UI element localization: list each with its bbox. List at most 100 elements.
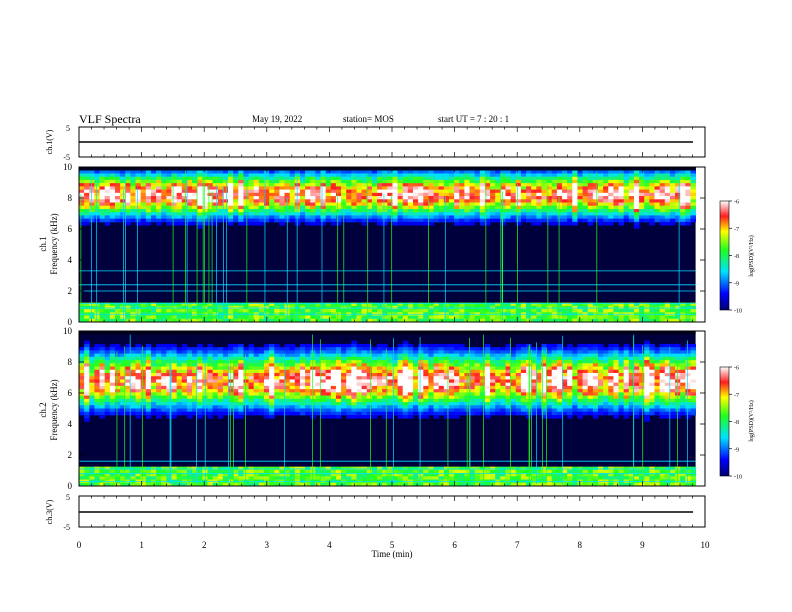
spectrogram-cell bbox=[433, 379, 440, 384]
spectrogram-cell bbox=[135, 215, 142, 220]
spectrogram-cell bbox=[243, 382, 249, 387]
spectrogram-cell bbox=[413, 363, 419, 367]
spectrogram-cell bbox=[685, 199, 691, 203]
spectrogram-cell bbox=[418, 176, 424, 181]
spectrogram-cell bbox=[608, 363, 614, 367]
spectrogram-cell bbox=[382, 309, 388, 313]
spectrogram-cell bbox=[258, 389, 265, 393]
spectrogram-cell bbox=[315, 173, 321, 178]
spectrogram-cell bbox=[382, 376, 388, 380]
spectrogram-cell bbox=[654, 382, 661, 387]
spectrogram-cell bbox=[664, 379, 671, 384]
spectrogram-cell bbox=[125, 192, 131, 197]
spectrogram-cell bbox=[320, 398, 327, 403]
spectrogram-cell bbox=[253, 189, 260, 194]
spectrogram-cell bbox=[407, 199, 414, 203]
spectrogram-cell bbox=[145, 315, 152, 320]
spectrogram-cell bbox=[299, 398, 306, 403]
spectrogram-cell bbox=[490, 369, 496, 374]
spectrogram-cell bbox=[531, 196, 537, 200]
spectrogram-cell bbox=[628, 202, 635, 207]
spectrogram-cell bbox=[263, 389, 270, 393]
spectrogram-cell bbox=[366, 215, 373, 220]
spectrogram-cell bbox=[484, 353, 491, 358]
spectrogram-cell bbox=[407, 309, 414, 313]
spectrogram-cell bbox=[233, 212, 239, 216]
spectrogram-cell bbox=[382, 363, 388, 367]
spectrogram-cell bbox=[243, 202, 249, 207]
spectrogram-cell bbox=[366, 309, 373, 313]
spectrogram-cell bbox=[649, 215, 655, 220]
spectrogram-cell bbox=[402, 183, 409, 187]
spectrogram-cell bbox=[469, 215, 476, 220]
spectrogram-cell bbox=[618, 186, 625, 191]
spectrogram-cell bbox=[490, 353, 496, 358]
spectrogram-cell bbox=[397, 385, 404, 390]
spectrogram-cell bbox=[217, 385, 224, 390]
spectrogram-cell bbox=[192, 170, 198, 174]
spectrogram-cell bbox=[156, 363, 162, 367]
spectrogram-cell bbox=[664, 202, 671, 207]
spectrogram-cell bbox=[243, 363, 249, 367]
spectrogram-cell bbox=[202, 353, 208, 358]
spectrogram-cell bbox=[305, 353, 311, 358]
spectrogram-cell bbox=[556, 318, 563, 323]
colorbar-1-ticks: -6-7-8-9-10 bbox=[729, 200, 742, 315]
spectrogram-cell bbox=[664, 186, 671, 191]
y-tick-label: 6 bbox=[68, 224, 73, 234]
spectrogram-cell bbox=[680, 192, 686, 197]
spectrogram-cell bbox=[197, 379, 203, 384]
spectrogram-cell bbox=[145, 366, 152, 371]
spectrogram-cell bbox=[659, 179, 666, 184]
spectrogram-cell bbox=[531, 318, 537, 323]
spectrogram-cell bbox=[217, 379, 224, 384]
spectrogram-cell bbox=[222, 398, 229, 403]
spectrogram-cell bbox=[248, 366, 255, 371]
spectrogram-cell bbox=[258, 176, 265, 181]
spectrogram-cell bbox=[228, 395, 234, 400]
spectrogram-cell bbox=[443, 369, 450, 374]
spectrogram-cell bbox=[387, 369, 393, 374]
spectrogram-cell bbox=[325, 315, 332, 320]
spectrogram-cell bbox=[418, 366, 424, 371]
spectrogram-cell bbox=[228, 392, 234, 396]
spectrogram-cell bbox=[202, 221, 208, 226]
spectrogram-cell bbox=[325, 173, 332, 178]
spectrogram-cell bbox=[505, 186, 512, 191]
spectrogram-cell bbox=[299, 343, 306, 348]
spectrogram-cell bbox=[433, 382, 440, 387]
spectrogram-cell bbox=[130, 353, 136, 358]
spectrogram-cell bbox=[623, 379, 630, 384]
spectrogram-cell bbox=[145, 353, 152, 358]
spectrogram-cell bbox=[197, 215, 203, 220]
spectrogram-cell bbox=[459, 369, 465, 374]
spectrogram-cell bbox=[407, 315, 414, 320]
spectrogram-cell bbox=[438, 189, 445, 194]
spectrogram-cell bbox=[685, 179, 691, 184]
spectrogram-cell bbox=[669, 369, 676, 374]
spectrogram-cell bbox=[274, 382, 280, 387]
spectrogram-cell bbox=[382, 196, 388, 200]
spectrogram-cell bbox=[443, 189, 450, 194]
ch2-spectrogram-image bbox=[79, 331, 697, 487]
spectrogram-cell bbox=[207, 309, 213, 313]
spectrogram-cell bbox=[243, 199, 249, 203]
spectrogram-cell bbox=[166, 379, 172, 384]
spectrogram-cell bbox=[305, 395, 311, 400]
spectrogram-cell bbox=[120, 376, 126, 380]
spectrogram-cell bbox=[284, 372, 291, 377]
spectrogram-cell bbox=[305, 369, 311, 374]
spectrogram-cell bbox=[592, 302, 599, 307]
spectrogram-cell bbox=[633, 309, 640, 313]
spectrogram-cell bbox=[150, 189, 157, 194]
spectrogram-cell bbox=[474, 366, 481, 371]
spectrogram-cell bbox=[351, 309, 357, 313]
spectrogram-cell bbox=[104, 192, 111, 197]
spectrogram-cell bbox=[690, 218, 697, 223]
spectrogram-cell bbox=[464, 353, 470, 358]
spectrogram-cell bbox=[335, 196, 342, 200]
spectrogram-cell bbox=[680, 385, 686, 390]
spectrogram-cell bbox=[654, 205, 661, 210]
spectrogram-cell bbox=[459, 205, 465, 210]
spectrogram-cell bbox=[171, 221, 178, 226]
